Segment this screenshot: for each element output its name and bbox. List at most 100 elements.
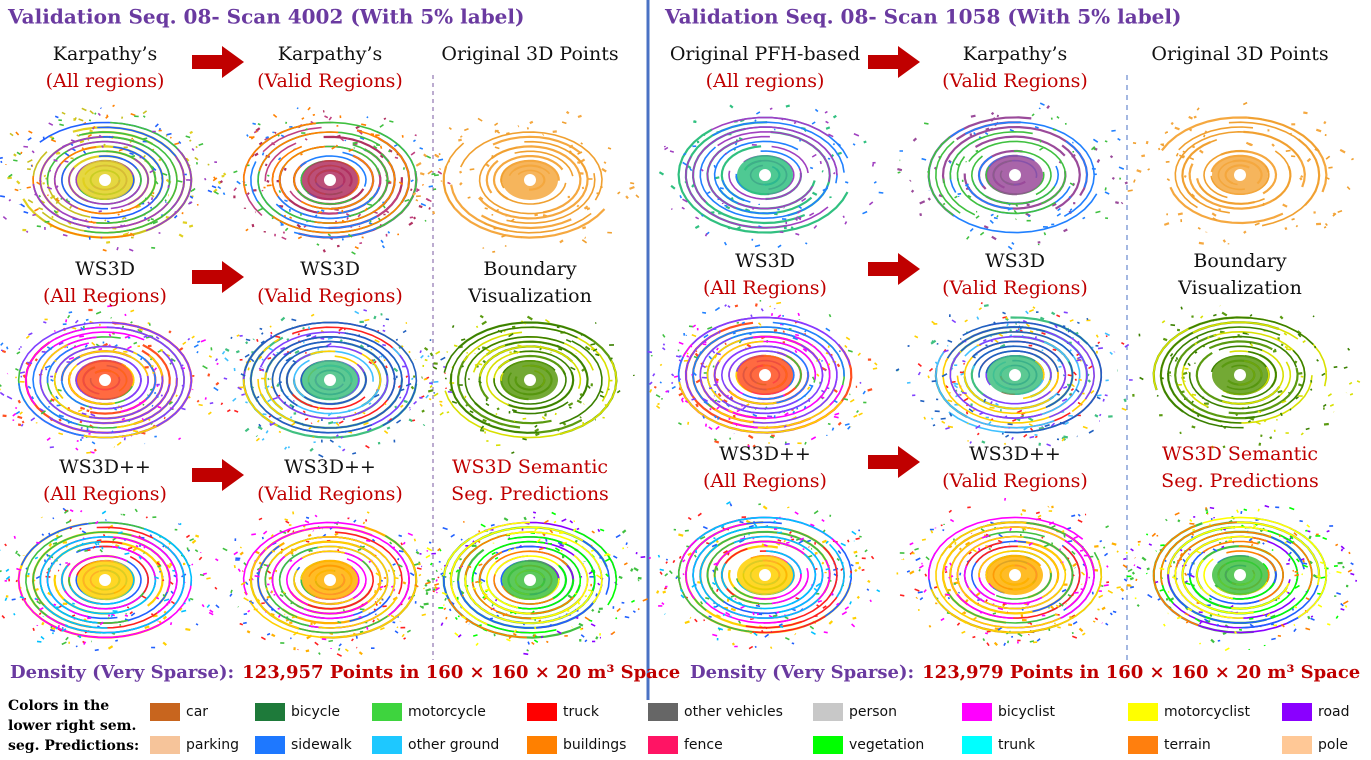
- legend-swatch: [813, 736, 843, 754]
- point-clouds: [0, 101, 1361, 657]
- density-text: 123,957 Points in 160 × 160 × 20 m³ Spac…: [242, 662, 680, 683]
- sensor-hole: [759, 369, 771, 381]
- cell-label: (All Regions): [703, 470, 827, 492]
- legend-label: other vehicles: [684, 704, 783, 720]
- legend-swatch: [1128, 736, 1158, 754]
- legend-swatch: [372, 703, 402, 721]
- legend-label: pole: [1318, 737, 1348, 753]
- cell-label: (All regions): [706, 70, 825, 92]
- legend-swatch: [150, 703, 180, 721]
- legend-label: car: [186, 704, 208, 720]
- sensor-hole: [759, 169, 771, 181]
- cell-label: Original 3D Points: [441, 43, 618, 65]
- arrow: [868, 46, 920, 78]
- cell-label: WS3D++: [59, 456, 151, 478]
- legend-swatch: [1282, 736, 1312, 754]
- legend-label: other ground: [408, 737, 499, 753]
- sensor-hole: [1234, 169, 1246, 181]
- cell-label: (All Regions): [43, 483, 167, 505]
- legend-label: motorcyclist: [1164, 704, 1250, 720]
- cell-label: WS3D++: [719, 443, 811, 465]
- legend-title: seg. Predictions:: [8, 738, 139, 754]
- legend-title: Colors in the: [8, 698, 109, 714]
- cell-label: (Valid Regions): [257, 70, 403, 92]
- panel-title: Validation Seq. 08- Scan 1058 (With 5% l…: [664, 5, 1181, 29]
- arrow: [868, 253, 920, 285]
- cell-label: WS3D: [75, 258, 135, 280]
- sensor-hole: [1009, 369, 1021, 381]
- cell-label: (Valid Regions): [942, 277, 1088, 299]
- sensor-hole: [524, 574, 536, 586]
- cell-label: Seg. Predictions: [451, 483, 609, 505]
- cell-label: WS3D: [985, 250, 1045, 272]
- sensor-hole: [1009, 169, 1021, 181]
- cell-label: (Valid Regions): [942, 470, 1088, 492]
- panel-title: Validation Seq. 08- Scan 4002 (With 5% l…: [7, 5, 524, 29]
- cell-label: Karpathy’s: [53, 43, 158, 65]
- arrow: [192, 459, 244, 491]
- cell-label: WS3D++: [969, 443, 1061, 465]
- legend-swatch: [255, 703, 285, 721]
- cell-label: Karpathy’s: [278, 43, 383, 65]
- cell-label: Visualization: [467, 285, 592, 307]
- legend-label: motorcycle: [408, 704, 486, 720]
- cell-label: Visualization: [1177, 277, 1302, 299]
- cell-label: WS3D: [300, 258, 360, 280]
- sensor-hole: [524, 174, 536, 186]
- legend-label: trunk: [998, 737, 1036, 753]
- legend-swatch: [150, 736, 180, 754]
- arrow: [868, 446, 920, 478]
- legend-label: road: [1318, 704, 1349, 720]
- sensor-hole: [524, 374, 536, 386]
- density-text: 123,979 Points in 160 × 160 × 20 m³ Spac…: [922, 662, 1360, 683]
- legend-label: bicycle: [291, 704, 340, 720]
- legend-label: truck: [563, 704, 600, 720]
- cell-label: Karpathy’s: [963, 43, 1068, 65]
- cell-label: Original PFH-based: [670, 43, 860, 65]
- legend-label: vegetation: [849, 737, 924, 753]
- cell-label: WS3D Semantic: [1162, 443, 1318, 465]
- legend-swatch: [527, 703, 557, 721]
- legend-swatch: [527, 736, 557, 754]
- sensor-hole: [1234, 569, 1246, 581]
- cell-label: (Valid Regions): [257, 285, 403, 307]
- cell-label: WS3D: [735, 250, 795, 272]
- sensor-hole: [99, 174, 111, 186]
- cell-label: Boundary: [483, 258, 576, 280]
- sensor-hole: [324, 174, 336, 186]
- cell-label: WS3D++: [284, 456, 376, 478]
- legend-label: person: [849, 704, 897, 720]
- legend-title: lower right sem.: [8, 718, 136, 734]
- legend-label: parking: [186, 737, 239, 753]
- legend-swatch: [962, 736, 992, 754]
- arrow: [192, 46, 244, 78]
- sensor-hole: [99, 374, 111, 386]
- legend-label: terrain: [1164, 737, 1211, 753]
- density-label: Density (Very Sparse):: [10, 662, 234, 683]
- cell-label: Boundary: [1193, 250, 1286, 272]
- legend-swatch: [1128, 703, 1158, 721]
- legend-swatch: [1282, 703, 1312, 721]
- legend-swatch: [255, 736, 285, 754]
- sensor-hole: [324, 374, 336, 386]
- legend-swatch: [648, 703, 678, 721]
- sensor-hole: [759, 569, 771, 581]
- legend-swatch: [372, 736, 402, 754]
- legend-label: bicyclist: [998, 704, 1056, 720]
- legend-swatch: [813, 703, 843, 721]
- sensor-hole: [99, 574, 111, 586]
- legend-label: fence: [684, 737, 723, 753]
- legend-swatch: [962, 703, 992, 721]
- cell-label: (All regions): [46, 70, 165, 92]
- cell-label: Seg. Predictions: [1161, 470, 1319, 492]
- cell-label: Original 3D Points: [1151, 43, 1328, 65]
- cell-label: (Valid Regions): [942, 70, 1088, 92]
- legend-swatch: [648, 736, 678, 754]
- sensor-hole: [1234, 369, 1246, 381]
- legend-label: buildings: [563, 737, 626, 753]
- cell-label: (All Regions): [43, 285, 167, 307]
- arrow: [192, 261, 244, 293]
- density-label: Density (Very Sparse):: [690, 662, 914, 683]
- cell-label: WS3D Semantic: [452, 456, 608, 478]
